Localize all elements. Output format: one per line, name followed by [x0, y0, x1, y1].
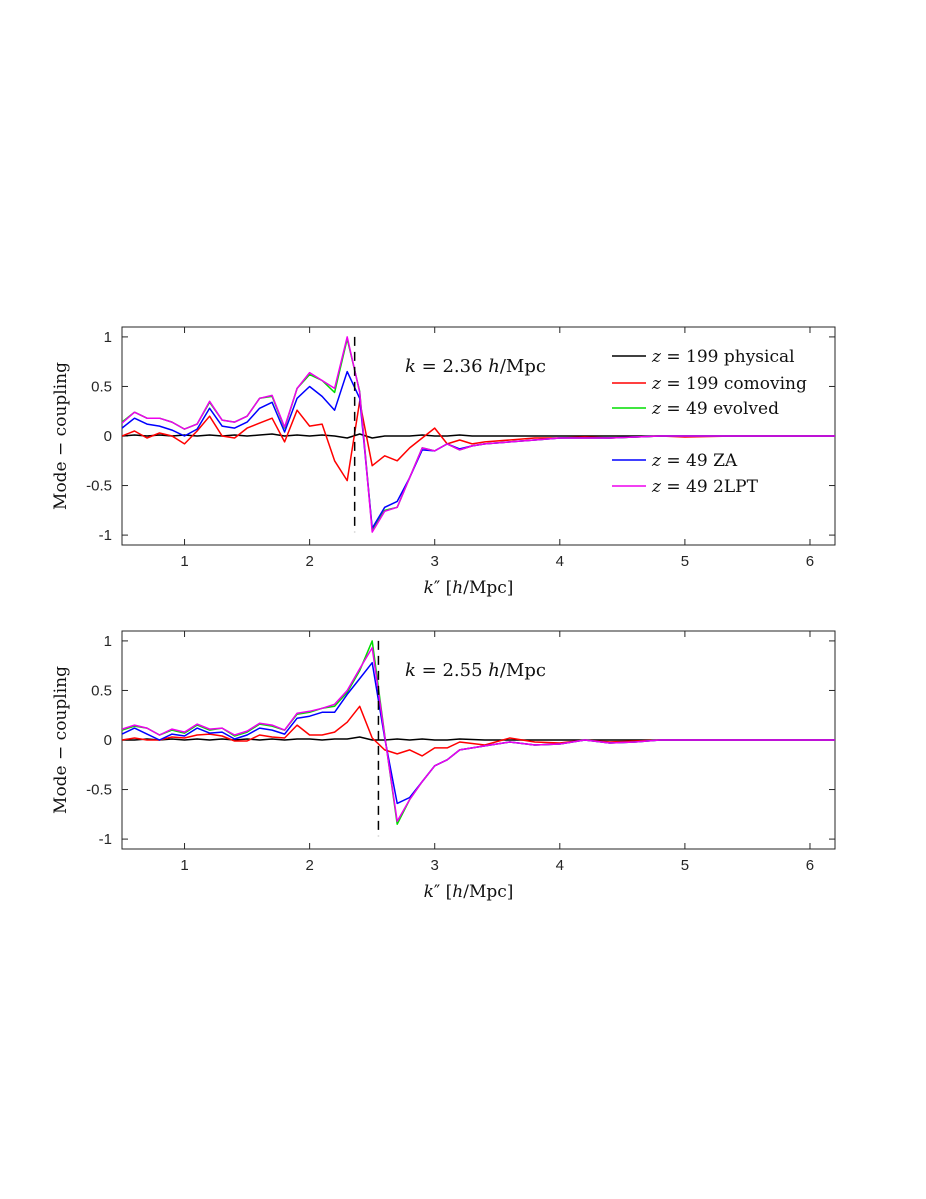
- chart-panel-2: 1 2 3 4 5 6 1 0.5 0 -0.5 -1 k″ [h/Mpc] Mode − coupli…: [51, 630, 836, 902]
- x-tick-label: 2: [305, 857, 313, 874]
- x-axis-label: k″ [h/Mpc]: [424, 882, 514, 902]
- y-tick-label: 1: [104, 633, 112, 650]
- legend-entry: z = 49 ZA: [651, 451, 738, 471]
- x-axis-label: k″ [h/Mpc]: [424, 578, 514, 598]
- x-tick-label: 6: [806, 857, 814, 874]
- k-annotation: k = 2.36 h/Mpc: [405, 356, 546, 377]
- y-tick-label: -0.5: [86, 478, 112, 495]
- series-line-4: [122, 370, 835, 529]
- legend-entry: z = 49 evolved: [651, 399, 779, 419]
- y-tick-label: 1: [104, 329, 112, 346]
- y-tick-label: -0.5: [86, 782, 112, 799]
- y-axis-label: Mode − coupling: [51, 666, 71, 814]
- y-axis-label: Mode − coupling: [51, 362, 71, 510]
- y-tick-label: 0: [104, 732, 112, 749]
- y-tick-label: -1: [99, 527, 112, 544]
- legend-entry: z = 199 physical: [651, 347, 795, 367]
- x-tick-label: 1: [180, 857, 188, 874]
- x-tick-label: 4: [556, 857, 564, 874]
- legend-entry: z = 199 comoving: [651, 374, 807, 394]
- k-annotation: k = 2.55 h/Mpc: [405, 660, 546, 681]
- y-tick-label: 0.5: [91, 378, 112, 395]
- series-line-1: [122, 433, 835, 439]
- y-tick-label: -1: [99, 831, 112, 848]
- legend: z = 199 physical z = 199 comoving z = 49 e…: [612, 347, 807, 497]
- series-line-1: [122, 736, 835, 741]
- x-tick-label: 3: [431, 857, 439, 874]
- legend-entry: z = 49 2LPT: [651, 477, 759, 497]
- x-tick-label: 1: [180, 553, 188, 570]
- series-line-5: [122, 647, 835, 823]
- x-tick-label: 3: [431, 553, 439, 570]
- y-tick-label: 0.5: [91, 682, 112, 699]
- x-tick-label: 2: [305, 553, 313, 570]
- chart-panel-1: 1 2 3 4 5 6 1 0.5 0 -0.5 -1 k″ [h/Mpc] Mode − coupli…: [51, 326, 836, 598]
- x-tick-label: 5: [681, 553, 689, 570]
- x-tick-label: 5: [681, 857, 689, 874]
- x-tick-label: 4: [556, 553, 564, 570]
- x-tick-label: 6: [806, 553, 814, 570]
- y-tick-label: 0: [104, 428, 112, 445]
- series-line-5: [122, 336, 835, 533]
